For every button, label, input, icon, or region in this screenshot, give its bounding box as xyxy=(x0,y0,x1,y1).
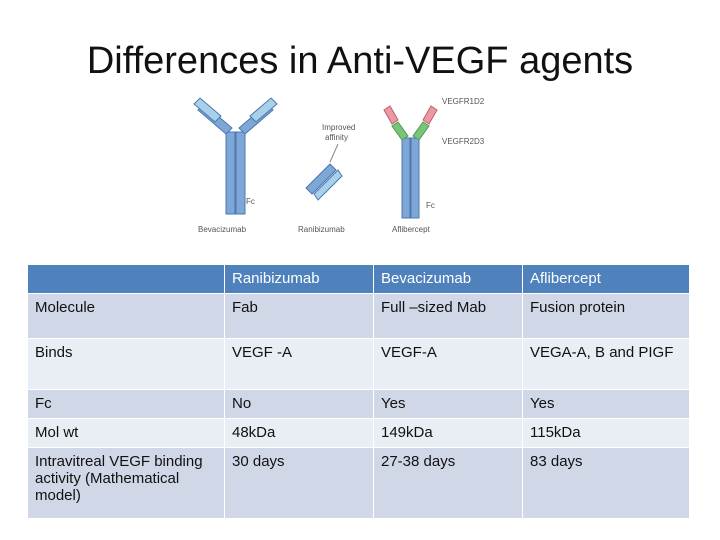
table-cell: Intravitreal VEGF binding activity (Math… xyxy=(27,447,225,519)
table-cell: Yes xyxy=(373,389,523,419)
label: affinity xyxy=(325,133,348,142)
label: Bevacizumab xyxy=(198,225,247,234)
label: Aflibercept xyxy=(392,225,431,234)
label: VEGFR2D3 xyxy=(442,137,485,146)
table-cell: VEGF-A xyxy=(373,338,523,390)
table-cell: Yes xyxy=(522,389,690,419)
table-cell: 149kDa xyxy=(373,418,523,448)
table-cell: Molecule xyxy=(27,293,225,339)
table-row: Binds VEGF -A VEGF-A VEGA-A, B and PIGF xyxy=(27,338,690,390)
table-row: Intravitreal VEGF binding activity (Math… xyxy=(27,447,690,519)
table-cell: 48kDa xyxy=(224,418,374,448)
table-cell: 115kDa xyxy=(522,418,690,448)
table-cell: Fc xyxy=(27,389,225,419)
header-row: Ranibizumab Bevacizumab Aflibercept xyxy=(27,264,690,294)
antibody-figure: VEGFR1D2 VEGFR2D3 Improved affinity Fc F… xyxy=(193,97,485,234)
table-cell: 27-38 days xyxy=(373,447,523,519)
table-row: Mol wt 48kDa 149kDa 115kDa xyxy=(27,418,690,448)
label: VEGFR1D2 xyxy=(442,97,485,106)
bevacizumab-icon xyxy=(193,97,278,215)
table-row: Molecule Fab Full –sized Mab Fusion protein xyxy=(27,293,690,339)
header-cell: Bevacizumab xyxy=(373,264,523,294)
aflibercept-icon xyxy=(383,105,438,219)
table-cell: VEGA-A, B and PIGF xyxy=(522,338,690,390)
table-cell: 30 days xyxy=(224,447,374,519)
label: Fc xyxy=(426,201,435,210)
table-row: Fc No Yes Yes xyxy=(27,389,690,419)
comparison-table: Ranibizumab Bevacizumab Aflibercept Molecul… xyxy=(27,264,690,519)
table-cell: Mol wt xyxy=(27,418,225,448)
table-cell: Fusion protein xyxy=(522,293,690,339)
header-cell: Aflibercept xyxy=(522,264,690,294)
pointer xyxy=(329,143,339,163)
table-cell: No xyxy=(224,389,374,419)
slide-title: Differences in Anti-VEGF agents xyxy=(86,40,634,82)
label: Fc xyxy=(246,197,255,206)
label: Improved xyxy=(322,123,355,132)
header-cell: Ranibizumab xyxy=(224,264,374,294)
header-cell xyxy=(27,264,225,294)
table-cell: Binds xyxy=(27,338,225,390)
table-cell: Full –sized Mab xyxy=(373,293,523,339)
ranibizumab-icon xyxy=(305,163,343,201)
table-cell: Fab xyxy=(224,293,374,339)
label: Ranibizumab xyxy=(298,225,345,234)
table-cell: 83 days xyxy=(522,447,690,519)
table-cell: VEGF -A xyxy=(224,338,374,390)
